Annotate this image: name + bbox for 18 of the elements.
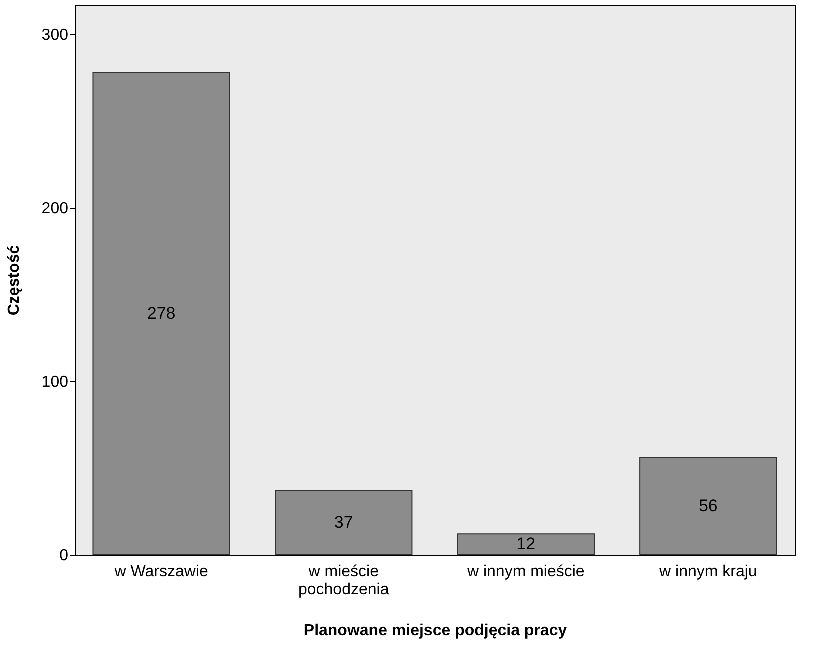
bar xyxy=(640,457,778,556)
data-label: 56 xyxy=(698,496,718,516)
bar xyxy=(275,490,413,556)
x-tick-label: w innym kraju xyxy=(658,564,758,580)
x-tick-label: w mieście pochodzenia xyxy=(298,564,390,598)
x-tick-label: w Warszawie xyxy=(114,564,209,580)
bar xyxy=(457,534,595,556)
y-tick-label: 100 xyxy=(42,374,69,391)
data-label: 12 xyxy=(516,534,536,554)
x-axis-title: Planowane miejsce podjęcia pracy xyxy=(304,622,568,640)
bar xyxy=(92,72,230,556)
y-tick-label: 0 xyxy=(60,548,69,564)
y-tick-label: 300 xyxy=(42,26,69,44)
x-tick-label: w innym mieście xyxy=(466,564,585,580)
y-tick-label: 200 xyxy=(42,200,69,218)
y-axis-title: Częstość xyxy=(6,245,23,316)
data-label: 278 xyxy=(147,304,176,323)
data-label: 37 xyxy=(334,512,354,532)
